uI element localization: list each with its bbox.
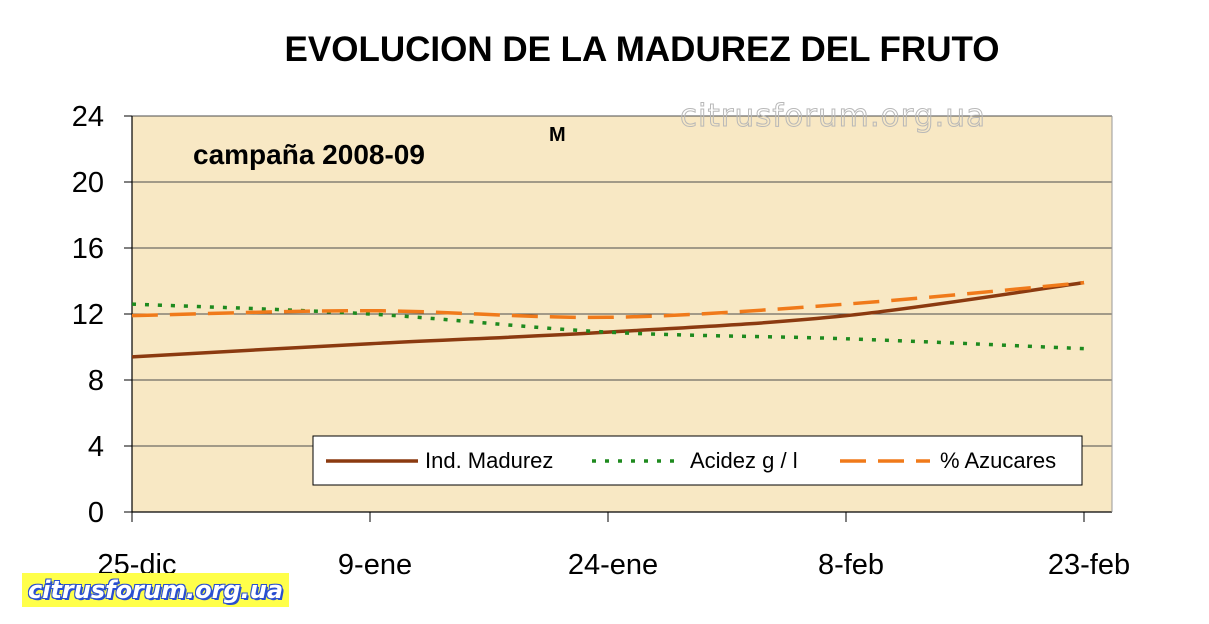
chart-subtitle: campaña 2008-09 bbox=[193, 139, 425, 170]
watermark-badge: citrusforum.org.ua bbox=[22, 573, 290, 607]
legend-box bbox=[312, 435, 1083, 486]
chart-annotation-m: M bbox=[549, 124, 566, 146]
x-tick-label: 23-feb bbox=[1048, 549, 1130, 581]
series-line-2 bbox=[131, 280, 1085, 320]
y-tick-label: 20 bbox=[72, 167, 104, 199]
legend-label-ind-madurez: Ind. Madurez bbox=[425, 448, 553, 473]
y-tick-label: 24 bbox=[72, 101, 104, 133]
legend-label-acidez: Acidez g / l bbox=[690, 448, 798, 473]
series-line-0 bbox=[131, 280, 1085, 359]
y-tick-label: 4 bbox=[88, 431, 104, 463]
watermark-text: citrusforum.org.ua bbox=[680, 98, 986, 134]
chart-title: EVOLUCION DE LA MADUREZ DEL FRUTO bbox=[285, 30, 1000, 69]
legend-label-azucares: % Azucares bbox=[940, 448, 1056, 473]
x-tick-label: 9-ene bbox=[338, 549, 412, 581]
x-tick-labels: 25-dic 9-ene 24-ene 8-feb 23-feb bbox=[98, 549, 1131, 581]
y-tick-label: 0 bbox=[88, 497, 104, 529]
y-tick-label: 12 bbox=[72, 299, 104, 331]
x-tick-label: 8-feb bbox=[818, 549, 884, 581]
y-tick-label: 8 bbox=[88, 365, 104, 397]
y-tick-labels: 0 4 8 12 16 20 24 bbox=[72, 101, 104, 529]
y-tick-label: 16 bbox=[72, 233, 104, 265]
series-lines bbox=[131, 280, 1085, 359]
legend: Ind. Madurez Acidez g / l % Azucares bbox=[312, 435, 1083, 486]
x-tick-label: 24-ene bbox=[568, 549, 658, 581]
